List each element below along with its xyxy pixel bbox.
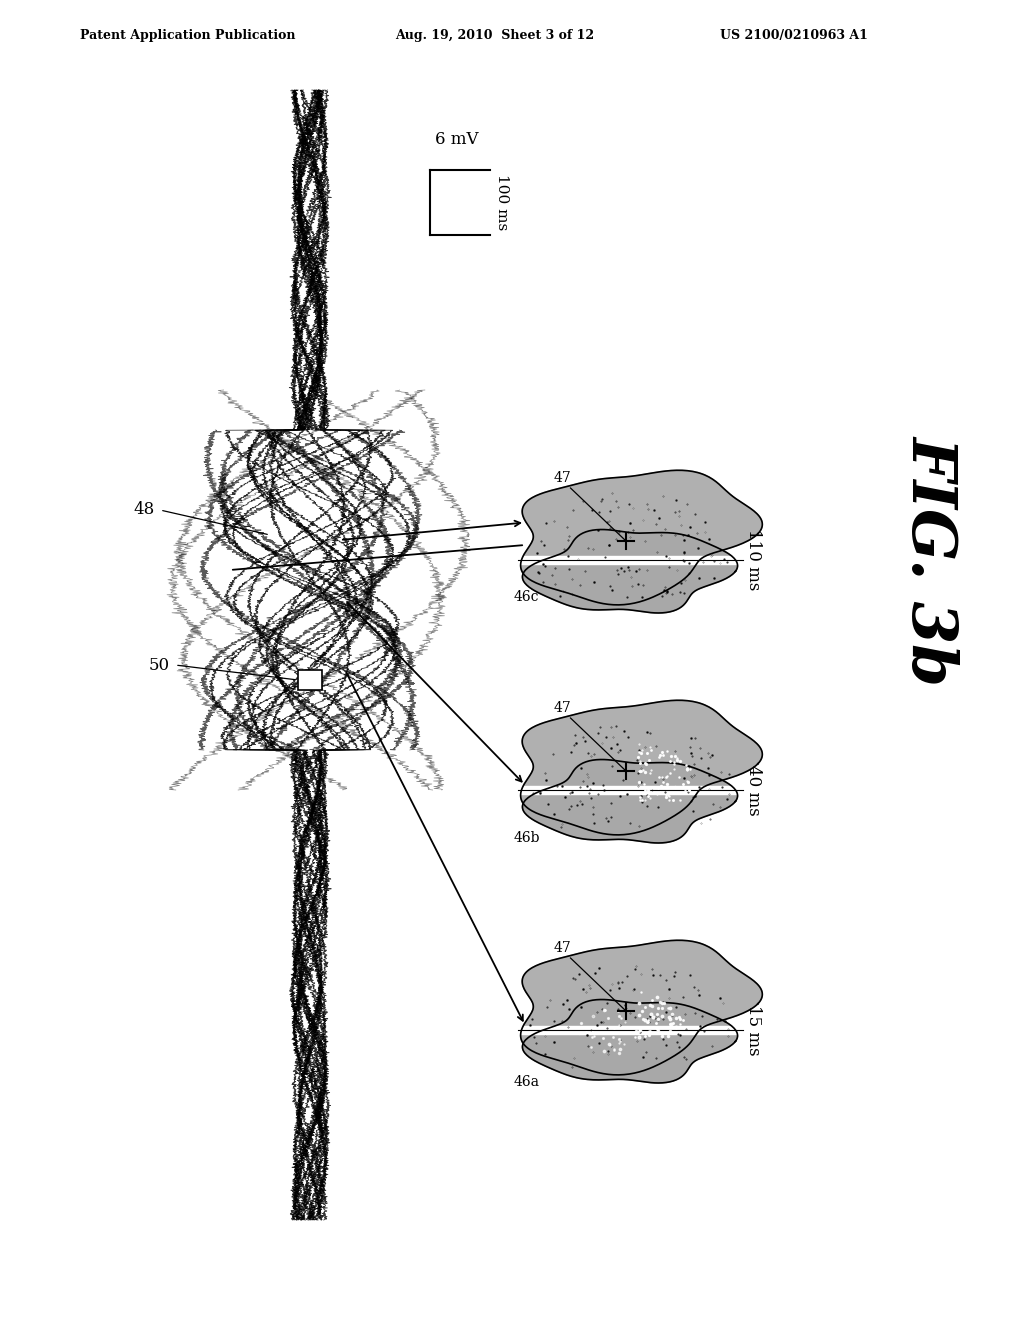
Text: 50: 50 [148, 656, 170, 673]
Polygon shape [520, 701, 762, 834]
Text: 40 ms: 40 ms [745, 764, 762, 816]
Text: 46c: 46c [514, 590, 540, 605]
Polygon shape [520, 940, 762, 1074]
Text: Aug. 19, 2010  Sheet 3 of 12: Aug. 19, 2010 Sheet 3 of 12 [395, 29, 594, 41]
Text: 47: 47 [554, 471, 571, 484]
Text: FIG. 3b: FIG. 3b [900, 436, 961, 685]
Polygon shape [520, 470, 762, 605]
Polygon shape [522, 529, 737, 612]
Text: US 2100/0210963 A1: US 2100/0210963 A1 [720, 29, 868, 41]
Text: 6 mV: 6 mV [435, 131, 478, 148]
Text: 48: 48 [134, 502, 155, 519]
Text: Patent Application Publication: Patent Application Publication [80, 29, 296, 41]
Polygon shape [522, 759, 737, 843]
Text: 100 ms: 100 ms [495, 174, 509, 231]
Text: 47: 47 [554, 701, 571, 715]
Text: 15 ms: 15 ms [745, 1005, 762, 1055]
Text: 46a: 46a [514, 1074, 540, 1089]
Text: 110 ms: 110 ms [745, 529, 762, 590]
Polygon shape [522, 999, 737, 1082]
Bar [298, 671, 322, 690]
Text: 46b: 46b [514, 832, 541, 845]
Text: 47: 47 [554, 941, 571, 954]
